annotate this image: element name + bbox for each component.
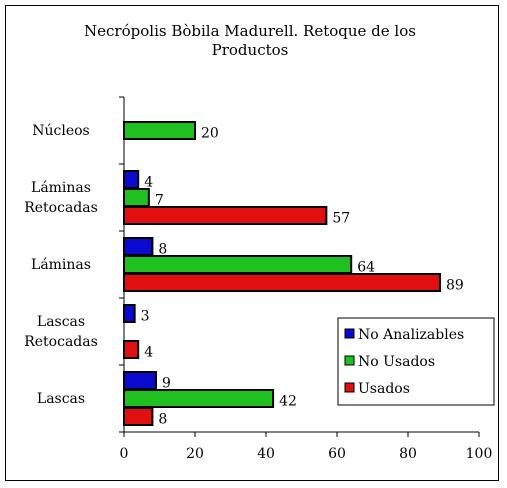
bar — [123, 188, 150, 207]
value-label: 42 — [279, 394, 297, 410]
x-tick-label: 80 — [399, 446, 417, 462]
x-tick-label: 60 — [328, 446, 346, 462]
value-label: 64 — [357, 260, 375, 276]
legend-swatch — [344, 355, 355, 366]
legend-swatch — [344, 382, 355, 393]
bar — [123, 170, 140, 189]
value-label: 20 — [201, 126, 219, 142]
legend-label: No Analizables — [358, 327, 464, 343]
bar — [123, 304, 136, 323]
legend-swatch — [344, 328, 355, 339]
x-tick-label: 100 — [466, 446, 493, 462]
category-label: Láminas Retocadas — [24, 179, 98, 216]
chart-frame — [5, 5, 499, 481]
x-tick-label: 40 — [257, 446, 275, 462]
category-label: Lascas Retocadas — [24, 313, 98, 350]
category-label: Lascas — [36, 390, 86, 407]
x-tick-label: 20 — [186, 446, 204, 462]
value-label: 4 — [144, 175, 153, 191]
bar — [123, 371, 157, 390]
value-label: 4 — [144, 345, 153, 361]
bar — [123, 407, 154, 426]
x-tick-label: 0 — [120, 446, 129, 462]
value-label: 8 — [158, 242, 167, 258]
category-label: Láminas — [31, 256, 91, 273]
bar — [123, 340, 140, 359]
bar — [123, 255, 353, 274]
bar — [123, 206, 328, 225]
value-label: 9 — [162, 376, 171, 392]
chart-title: Necrópolis Bòbila Madurell. Retoque de l… — [84, 22, 416, 59]
legend-label: No Usados — [358, 354, 435, 370]
value-label: 8 — [158, 412, 167, 428]
bar — [123, 121, 196, 140]
value-label: 89 — [446, 278, 464, 294]
value-label: 57 — [332, 211, 350, 227]
bar — [123, 273, 441, 292]
legend-label: Usados — [358, 381, 410, 397]
category-label: Núcleos — [32, 122, 90, 139]
value-label: 3 — [141, 309, 150, 325]
legend-box — [337, 317, 495, 406]
bar — [123, 237, 154, 256]
value-label: 7 — [155, 193, 164, 209]
bar — [123, 389, 275, 408]
